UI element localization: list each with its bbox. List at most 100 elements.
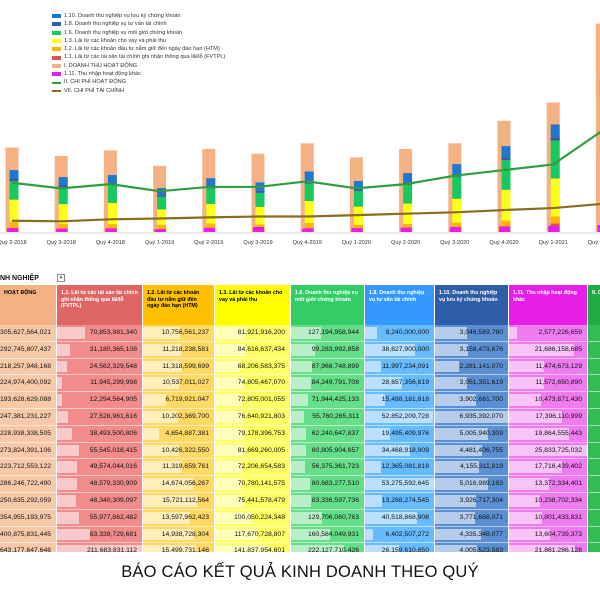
column-header[interactable]: 1.6. Doanh thu nghiệp vụ môi giới chứng … — [291, 285, 365, 325]
table-cell[interactable]: 62,240,647,837 — [291, 425, 365, 443]
table-cell[interactable]: 83,339,729,681 — [57, 526, 143, 544]
table-cell[interactable]: 17,396,110,999 — [509, 408, 588, 426]
table-cell[interactable]: 15,721,112,564 — [143, 492, 215, 510]
table-cell[interactable]: 11,218,238,581 — [143, 341, 215, 359]
table-cell[interactable]: 34,468,918,909 — [365, 442, 435, 460]
table-cell[interactable]: 400,875,831,445 — [0, 526, 57, 544]
table-cell[interactable]: 13,597,962,423 — [143, 509, 215, 527]
table-cell[interactable]: 10,801,433,831 — [509, 509, 588, 527]
table-cell[interactable]: 129,706,060,763 — [291, 509, 365, 527]
table-cell[interactable]: 13,604,739,373 — [509, 526, 588, 544]
table-cell[interactable]: 13,372,334,401 — [509, 476, 588, 493]
table-cell[interactable]: 11,572,650,890 — [509, 375, 588, 393]
table-cell[interactable]: 4,155,311,819 — [435, 459, 509, 477]
table-cell[interactable]: 4,335,348,077 — [435, 526, 509, 544]
column-header[interactable]: 1.3. Lãi từ các khoản cho vay và phải th… — [215, 285, 291, 325]
table-cell[interactable]: 160,584,049,931 — [291, 526, 365, 544]
table-cell[interactable]: 72,805,001,055 — [215, 392, 291, 409]
table-cell[interactable]: 27,528,961,616 — [57, 408, 143, 426]
table-cell[interactable] — [588, 509, 600, 527]
table-cell[interactable]: 68,206,583,375 — [215, 358, 291, 376]
table-cell[interactable]: 19,495,409,976 — [365, 425, 435, 443]
table-cell[interactable]: 3,902,661,700 — [435, 392, 509, 409]
table-cell[interactable]: 3,051,351,619 — [435, 375, 509, 393]
table-cell[interactable]: 48,579,330,909 — [57, 476, 143, 493]
table-cell[interactable]: 12,365,081,818 — [365, 459, 435, 477]
table-cell[interactable]: 11,318,599,699 — [143, 358, 215, 376]
table-cell[interactable]: 224,974,400,092 — [0, 375, 57, 393]
table-cell[interactable]: 99,283,992,858 — [291, 341, 365, 359]
table-cell[interactable]: 11,474,673,129 — [509, 358, 588, 376]
table-cell[interactable]: 3,926,717,304 — [435, 492, 509, 510]
table-cell[interactable]: 84,616,637,434 — [215, 341, 291, 359]
table-cell[interactable]: 6,719,921,047 — [143, 392, 215, 409]
table-cell[interactable]: 56,375,361,723 — [291, 459, 365, 477]
table-cell[interactable]: 17,716,439,402 — [509, 459, 588, 477]
table-cell[interactable]: 643,177,647,646 — [0, 543, 57, 552]
table-cell[interactable]: 52,852,209,728 — [365, 408, 435, 426]
table-cell[interactable]: 4,005,523,583 — [435, 543, 509, 552]
table-cell[interactable]: 48,340,309,097 — [57, 492, 143, 510]
table-cell[interactable]: 11,997,234,091 — [365, 358, 435, 376]
table-cell[interactable]: 60,805,904,657 — [291, 442, 365, 460]
table-cell[interactable]: 49,574,044,016 — [57, 459, 143, 477]
table-cell[interactable]: 10,238,702,334 — [509, 492, 588, 510]
table-cell[interactable]: 83,336,597,736 — [291, 492, 365, 510]
table-cell[interactable] — [588, 325, 600, 342]
column-header[interactable]: II. C — [588, 285, 600, 325]
table-cell[interactable] — [588, 358, 600, 376]
table-cell[interactable]: 15,488,181,818 — [365, 392, 435, 409]
table-cell[interactable]: 2,281,141,070 — [435, 358, 509, 376]
table-cell[interactable]: 26,159,610,850 — [365, 543, 435, 552]
table-cell[interactable]: 4,481,406,755 — [435, 442, 509, 460]
column-header[interactable]: 1.11. Thu nhập hoạt động khác — [509, 285, 588, 325]
table-cell[interactable] — [588, 375, 600, 393]
table-cell[interactable] — [588, 392, 600, 409]
table-cell[interactable]: 53,275,592,645 — [365, 476, 435, 493]
table-cell[interactable]: 13,288,274,545 — [365, 492, 435, 510]
table-cell[interactable]: 247,381,231,227 — [0, 408, 57, 426]
table-cell[interactable] — [588, 526, 600, 544]
table-cell[interactable]: 81,921,916,200 — [215, 325, 291, 342]
table-cell[interactable]: 3,048,589,780 — [435, 325, 509, 342]
column-header[interactable]: 1.1. Lãi từ các tài sản tài chính ghi nh… — [57, 285, 143, 325]
table-cell[interactable]: 19,864,555,443 — [509, 425, 588, 443]
table-cell[interactable]: 286,246,722,490 — [0, 476, 57, 493]
table-cell[interactable]: 2,577,226,659 — [509, 325, 588, 342]
table-cell[interactable]: 354,955,193,975 — [0, 509, 57, 527]
table-cell[interactable]: 250,635,292,059 — [0, 492, 57, 510]
table-cell[interactable]: 11,945,299,998 — [57, 375, 143, 393]
table-cell[interactable]: 6,935,392,070 — [435, 408, 509, 426]
table-cell[interactable]: 9,240,000,000 — [365, 325, 435, 342]
table-cell[interactable]: 141,837,954,601 — [215, 543, 291, 552]
table-cell[interactable]: 70,853,981,340 — [57, 325, 143, 342]
table-cell[interactable]: 25,833,725,032 — [509, 442, 588, 460]
table-cell[interactable]: 218,257,948,168 — [0, 358, 57, 376]
table-cell[interactable] — [588, 459, 600, 477]
table-cell[interactable]: 72,206,654,583 — [215, 459, 291, 477]
table-cell[interactable]: 10,537,011,027 — [143, 375, 215, 393]
table-cell[interactable]: 3,158,473,676 — [435, 341, 509, 359]
table-cell[interactable]: 40,518,868,908 — [365, 509, 435, 527]
table-cell[interactable]: 81,669,260,005 — [215, 442, 291, 460]
table-cell[interactable]: 228,938,338,505 — [0, 425, 57, 443]
table-cell[interactable]: 24,562,329,548 — [57, 358, 143, 376]
table-cell[interactable]: 6,402,507,272 — [365, 526, 435, 544]
table-cell[interactable]: 21,861,286,128 — [509, 543, 588, 552]
table-cell[interactable]: 10,202,369,700 — [143, 408, 215, 426]
table-cell[interactable]: 127,194,958,944 — [291, 325, 365, 342]
table-cell[interactable]: 12,294,564,905 — [57, 392, 143, 409]
table-cell[interactable]: 10,473,871,430 — [509, 392, 588, 409]
table-cell[interactable]: 75,441,578,479 — [215, 492, 291, 510]
table-cell[interactable] — [588, 425, 600, 443]
table-cell[interactable]: 76,640,921,803 — [215, 408, 291, 426]
table-cell[interactable]: 193,628,629,088 — [0, 392, 57, 409]
table-cell[interactable]: 70,780,141,575 — [215, 476, 291, 493]
table-cell[interactable]: 273,824,391,106 — [0, 442, 57, 460]
table-cell[interactable]: 100,050,224,348 — [215, 509, 291, 527]
table-cell[interactable]: 31,180,365,108 — [57, 341, 143, 359]
table-cell[interactable]: 223,712,553,122 — [0, 459, 57, 477]
table-cell[interactable] — [588, 408, 600, 426]
table-cell[interactable]: 80,683,277,510 — [291, 476, 365, 493]
table-cell[interactable]: 38,493,500,806 — [57, 425, 143, 443]
